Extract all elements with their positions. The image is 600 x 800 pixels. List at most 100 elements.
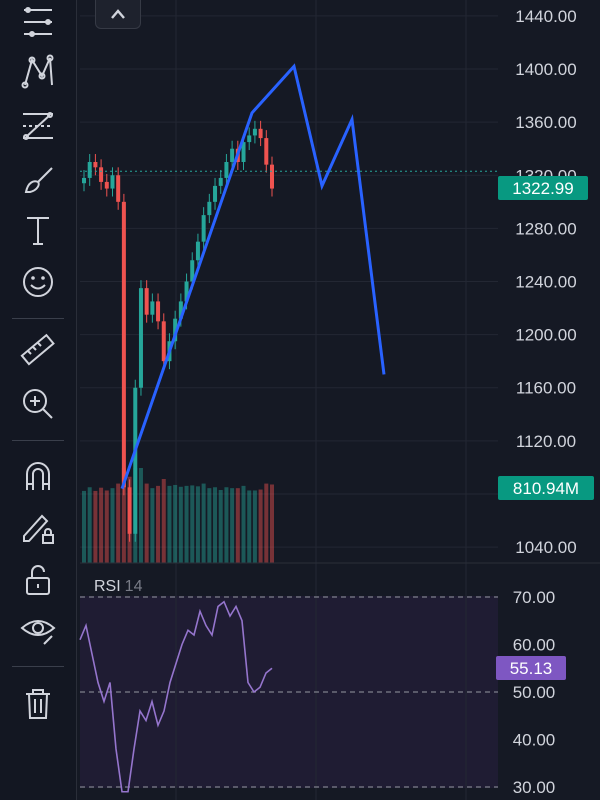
- candle-body: [144, 288, 149, 315]
- ruler-icon[interactable]: [14, 328, 62, 372]
- trash-icon[interactable]: [14, 682, 62, 726]
- volume-bar: [207, 488, 212, 563]
- price-tick-label: 1080.00: [515, 485, 576, 504]
- price-tick-label: 1400.00: [515, 60, 576, 79]
- volume-bar: [104, 490, 109, 563]
- candle-body: [99, 167, 104, 182]
- candle-body: [258, 128, 263, 139]
- emoji-icon[interactable]: [14, 260, 62, 304]
- candle-body: [184, 281, 189, 302]
- volume-bar: [178, 486, 183, 563]
- price-axis: 1440.00 1400.00 1360.00 1320.00 1280.00 1240.…: [515, 7, 576, 557]
- rsi-value-badge: 55.13: [496, 656, 566, 680]
- price-tick-label: 1440.00: [515, 7, 576, 26]
- rsi-band-fill: [80, 596, 498, 788]
- zoom-in-icon[interactable]: [14, 382, 62, 426]
- volume-bar: [190, 485, 195, 563]
- toolbar-divider: [12, 318, 64, 319]
- price-tick-label: 1120.00: [516, 432, 576, 451]
- rsi-tick-label: 60.00: [513, 636, 556, 655]
- rsi-bands: [80, 596, 498, 788]
- pattern-nodes-icon[interactable]: [14, 50, 62, 94]
- candle-body: [104, 181, 109, 189]
- volume-bar: [133, 468, 138, 563]
- volume-bars: [82, 468, 274, 563]
- candle-body: [201, 215, 206, 242]
- collapse-button[interactable]: [95, 0, 141, 29]
- rsi-tick-label: 30.00: [513, 778, 556, 797]
- last-price-text: 1322.99: [512, 179, 573, 198]
- candle-body: [235, 148, 240, 162]
- candle-body: [270, 164, 274, 189]
- volume-bar: [252, 490, 257, 563]
- candle-body: [127, 487, 132, 534]
- lock-drawing-icon[interactable]: [14, 506, 62, 550]
- text-tool-icon[interactable]: [14, 208, 62, 252]
- volume-badge: 810.94M: [498, 476, 594, 500]
- candle-body: [247, 135, 252, 143]
- candlesticks: [82, 120, 274, 542]
- candle-body: [116, 175, 121, 202]
- candle-body: [82, 177, 86, 184]
- candle-body: [190, 260, 195, 282]
- volume-bar: [150, 488, 155, 563]
- candle-body: [121, 201, 126, 488]
- volume-bar: [87, 487, 92, 563]
- brush-icon[interactable]: [14, 158, 62, 202]
- volume-bar: [195, 486, 200, 563]
- last-price-badge: 1322.99: [498, 176, 588, 200]
- toolbar-divider: [12, 666, 64, 667]
- chevron-up-icon: [111, 9, 125, 19]
- candle-body: [241, 142, 246, 162]
- volume-bar: [247, 490, 252, 563]
- volume-bar: [116, 483, 121, 563]
- volume-bar: [264, 483, 269, 563]
- volume-bar: [218, 490, 223, 563]
- candle-body: [138, 288, 143, 388]
- candle-body: [224, 161, 229, 178]
- volume-bar: [235, 488, 240, 563]
- candle-body: [207, 201, 212, 216]
- fib-levels-icon[interactable]: [14, 104, 62, 148]
- volume-bar: [99, 487, 104, 563]
- volume-bar: [156, 485, 161, 563]
- rsi-tick-label: 50.00: [513, 683, 556, 702]
- magnet-icon[interactable]: [14, 454, 62, 498]
- rsi-title: RSI: [94, 578, 121, 595]
- volume-bar: [144, 483, 149, 563]
- drawn-trendline[interactable]: [120, 63, 386, 490]
- unlock-icon[interactable]: [14, 558, 62, 602]
- price-tick-label: 1040.00: [515, 538, 576, 557]
- volume-bar: [138, 468, 143, 563]
- volume-bar: [258, 489, 263, 563]
- volume-bar: [167, 485, 172, 563]
- volume-bar: [127, 476, 132, 563]
- grid: [80, 0, 498, 800]
- volume-text: 810.94M: [513, 479, 579, 498]
- price-tick-label: 1240.00: [515, 273, 576, 292]
- volume-bar: [241, 485, 246, 563]
- candle-body: [156, 301, 161, 322]
- volume-bar: [93, 490, 98, 563]
- candle-body: [213, 185, 218, 202]
- price-tick-label: 1200.00: [515, 326, 576, 345]
- volume-bar: [270, 484, 274, 563]
- volume-bar: [121, 468, 126, 563]
- candle-body: [93, 161, 98, 168]
- candle-body: [178, 301, 183, 319]
- rsi-tick-label: 40.00: [513, 731, 556, 750]
- menu-lines-icon[interactable]: [14, 0, 62, 44]
- candle-body: [150, 301, 155, 315]
- candle-body: [230, 148, 235, 162]
- rsi-tick-label: 70.00: [513, 588, 556, 607]
- volume-bar: [173, 484, 178, 563]
- volume-bar: [201, 483, 206, 563]
- candle-body: [252, 128, 257, 136]
- price-tick-label: 1360.00: [515, 113, 576, 132]
- price-tick-label: 1160.00: [516, 379, 576, 398]
- rsi-indicator-label[interactable]: RSI 14: [94, 578, 142, 596]
- volume-bar: [82, 490, 86, 563]
- eye-visibility-icon[interactable]: [14, 608, 62, 652]
- volume-bar: [213, 487, 218, 563]
